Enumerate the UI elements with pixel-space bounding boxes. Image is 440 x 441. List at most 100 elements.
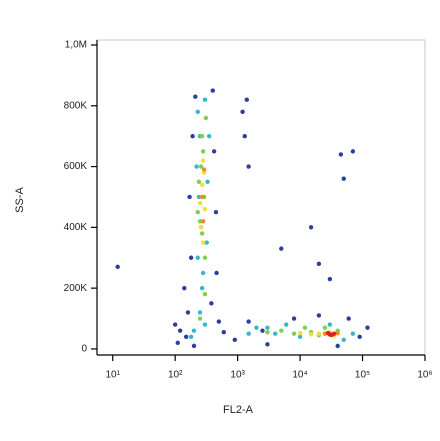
x-axis-title: FL2-A	[223, 404, 254, 416]
data-point	[206, 133, 212, 139]
x-tick-label: 10¹	[106, 370, 121, 381]
data-point	[260, 328, 265, 333]
data-point	[200, 240, 206, 245]
data-point	[199, 133, 205, 139]
data-point	[183, 334, 189, 339]
data-point	[197, 219, 203, 224]
data-point	[197, 316, 203, 321]
data-point	[210, 88, 215, 93]
data-point	[115, 264, 120, 270]
data-point	[187, 194, 192, 200]
data-point	[205, 179, 210, 184]
data-point	[254, 325, 259, 330]
data-point	[350, 331, 356, 336]
data-point	[265, 342, 270, 347]
y-tick-label: 1,0M	[65, 40, 87, 51]
data-point	[246, 319, 251, 324]
data-point	[322, 325, 328, 330]
data-point	[197, 200, 203, 206]
data-point	[177, 328, 183, 333]
data-point	[202, 97, 208, 102]
data-point	[199, 182, 205, 188]
data-point	[193, 94, 198, 99]
data-point	[316, 261, 322, 267]
data-point	[190, 133, 195, 139]
data-point	[195, 109, 200, 115]
data-point	[202, 322, 208, 327]
data-point	[329, 332, 334, 338]
data-point	[335, 330, 340, 336]
x-tick-label: 10⁵	[355, 370, 370, 381]
data-point	[211, 149, 217, 154]
data-point	[273, 331, 278, 336]
data-point	[201, 170, 207, 175]
y-tick-label: 800K	[64, 100, 88, 111]
data-point	[202, 255, 208, 260]
data-point	[182, 285, 187, 291]
x-tick-label: 10³	[230, 370, 245, 381]
data-point	[197, 310, 203, 315]
data-point	[209, 301, 214, 306]
y-axis-title: SS-A	[14, 187, 26, 213]
data-point	[200, 158, 206, 163]
data-point	[196, 194, 202, 200]
data-point	[297, 334, 303, 339]
data-point	[194, 164, 199, 169]
data-point	[327, 322, 333, 327]
data-point	[203, 115, 209, 121]
x-tick-label: 10²	[168, 370, 183, 381]
data-point	[204, 240, 209, 245]
y-tick-label: 0	[81, 344, 87, 355]
data-point	[198, 164, 204, 169]
data-point	[216, 319, 222, 324]
data-point	[302, 325, 308, 330]
data-point	[291, 331, 297, 336]
data-point	[191, 343, 197, 349]
data-point	[188, 255, 194, 260]
y-tick-label: 600K	[64, 161, 88, 172]
data-point	[246, 331, 251, 336]
data-point	[202, 206, 208, 212]
data-point	[244, 97, 249, 102]
x-tick-label: 10⁶	[417, 370, 432, 381]
data-point	[316, 313, 322, 318]
data-point	[214, 270, 219, 276]
data-point	[325, 330, 331, 336]
y-tick-label: 200K	[64, 283, 88, 294]
data-point	[185, 310, 191, 315]
data-point	[297, 330, 303, 336]
data-point	[195, 255, 200, 260]
plot-frame	[96, 39, 426, 356]
data-point	[232, 337, 237, 343]
data-point	[365, 325, 370, 330]
data-point	[196, 179, 202, 184]
data-point	[200, 149, 206, 154]
data-point	[316, 331, 322, 336]
data-point	[240, 109, 245, 115]
data-point	[341, 337, 346, 343]
data-point	[172, 322, 178, 327]
x-tick-label: 10⁴	[292, 370, 307, 381]
data-point	[335, 343, 340, 349]
data-point	[308, 332, 314, 337]
data-point	[338, 152, 344, 157]
data-point	[327, 276, 333, 282]
data-point	[350, 149, 356, 154]
data-point	[308, 225, 314, 230]
data-point	[188, 334, 194, 339]
data-point	[242, 133, 247, 139]
data-point	[341, 176, 346, 181]
data-point	[291, 316, 297, 321]
data-point	[279, 328, 284, 333]
data-point	[202, 292, 208, 297]
data-point	[199, 285, 205, 291]
data-point	[199, 231, 205, 236]
data-point	[213, 209, 219, 215]
data-point	[357, 334, 362, 339]
data-point	[200, 270, 206, 276]
data-point	[265, 325, 270, 330]
data-point	[284, 322, 289, 327]
data-point	[175, 340, 180, 346]
